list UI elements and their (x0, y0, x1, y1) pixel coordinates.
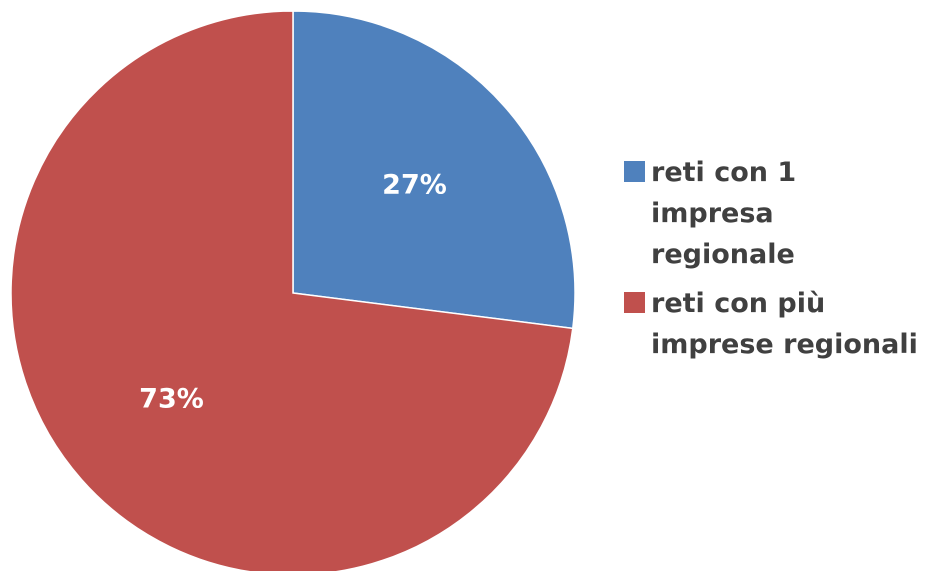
legend-swatch-icon (624, 161, 645, 182)
pie-slice-2 (10, 10, 574, 571)
data-label-2: 73% (139, 384, 204, 415)
pie-slice-1 (292, 10, 576, 330)
legend-label: reti con 1 impresa regionale (651, 157, 797, 270)
data-label-1: 27% (382, 169, 447, 200)
legend-item: reti con 1 impresa regionale (624, 152, 929, 275)
legend: reti con 1 impresa regionale reti con pi… (624, 152, 929, 373)
legend-label: reti con più imprese regionali (651, 288, 918, 360)
legend-item: reti con più imprese regionali (624, 283, 929, 365)
legend-swatch-icon (624, 292, 645, 313)
